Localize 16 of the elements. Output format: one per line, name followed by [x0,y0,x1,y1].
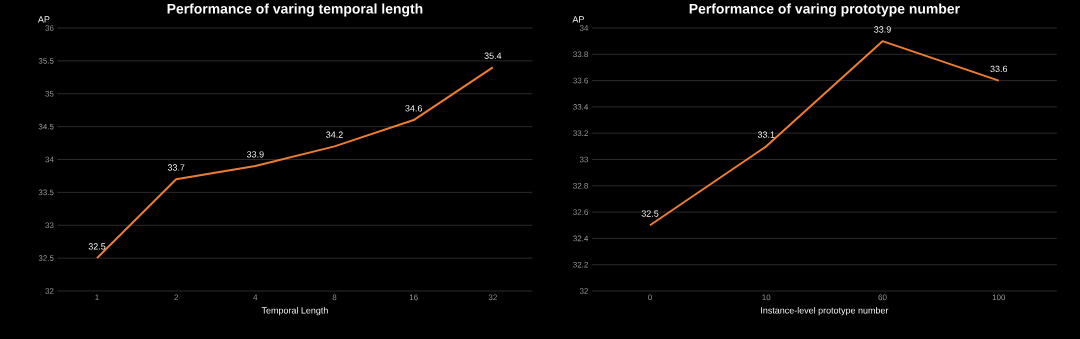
data-label: 33.1 [757,131,775,138]
chart-title: Performance of varing prototype number [689,3,960,17]
y-axis-title: AP [572,16,584,23]
data-label: 33.9 [874,26,891,33]
data-label: 32.5 [641,210,659,217]
x-axis-title: Temporal Length [261,307,328,316]
data-label: 34.2 [326,131,343,138]
data-label: 33.6 [990,65,1008,73]
y-axis-title: AP [37,16,50,23]
data-label: 33.9 [246,151,264,158]
chart-title: Performance of varing temporal length [167,3,423,17]
data-label: 35.4 [484,52,502,59]
data-label: 32.5 [88,243,106,250]
x-axis-title: Instance-level prototype number [761,307,889,316]
data-label: 33.7 [167,164,185,171]
data-label: 34.6 [405,105,422,112]
